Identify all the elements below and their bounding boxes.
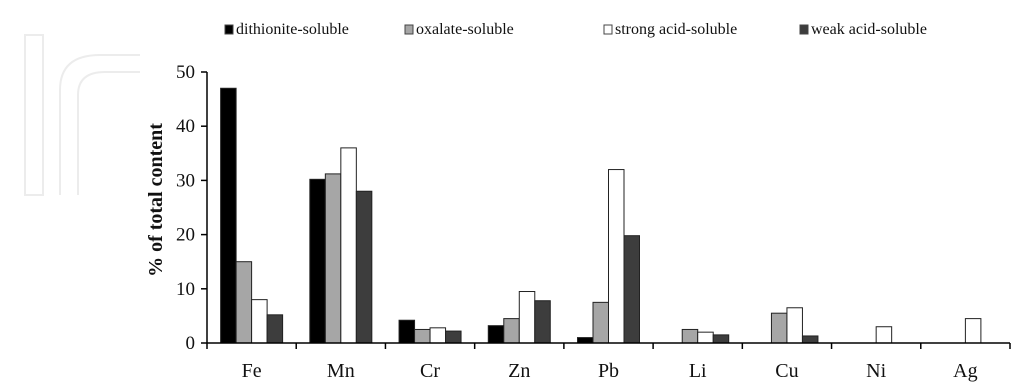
- x-tick-label: Ni: [866, 360, 886, 382]
- y-tick-label: 30: [176, 170, 195, 191]
- legend-swatch: [799, 24, 809, 35]
- bar: [623, 235, 640, 344]
- legend-label: oxalate-soluble: [416, 21, 514, 38]
- bar: [770, 312, 788, 344]
- bar: [786, 307, 803, 344]
- watermark-logo: [24, 34, 140, 196]
- bar: [534, 300, 551, 344]
- legend-label: weak acid-soluble: [811, 21, 927, 38]
- bar: [340, 147, 357, 344]
- x-tick-label: Cr: [420, 360, 440, 382]
- legend: dithionite-soluble oxalate-soluble strong …: [224, 21, 927, 38]
- y-tick-label: 40: [176, 116, 195, 137]
- bar: [875, 326, 893, 344]
- y-axis-label: % of total content: [145, 123, 167, 277]
- bar: [964, 318, 982, 344]
- y-tick-label: 50: [176, 62, 195, 83]
- y-tick-label: 0: [186, 333, 196, 354]
- bar: [355, 190, 373, 344]
- bar: [487, 325, 505, 344]
- x-tick-label: Cu: [775, 360, 798, 382]
- y-axis: 0 10 20 30 40 50: [176, 62, 208, 354]
- bar: [414, 328, 431, 344]
- bar: [518, 291, 536, 344]
- bar: [220, 87, 237, 344]
- bar: [235, 261, 253, 344]
- x-tick-label: Mn: [327, 360, 355, 382]
- bar: [309, 178, 326, 344]
- bar: [251, 299, 268, 344]
- legend-swatch: [404, 24, 414, 35]
- bar: [429, 327, 447, 344]
- bar: [445, 330, 462, 344]
- y-tick-label: 20: [176, 225, 195, 246]
- bar: [681, 328, 699, 344]
- legend-label: dithionite-soluble: [236, 21, 349, 38]
- bar: [324, 173, 342, 344]
- bar: [577, 337, 594, 344]
- bar: [801, 335, 819, 344]
- x-axis: Fe Mn Cr Zn Pb Li Cu Ni Ag: [206, 342, 1011, 382]
- legend-label: strong acid-soluble: [615, 21, 737, 38]
- legend-swatch: [603, 24, 613, 35]
- bar: [697, 331, 714, 344]
- x-tick-label: Fe: [242, 360, 262, 382]
- legend-swatch: [224, 24, 234, 35]
- bar: [503, 318, 520, 344]
- x-tick-label: Ag: [953, 360, 977, 382]
- x-tick-label: Pb: [598, 360, 619, 382]
- bars: [220, 87, 982, 344]
- bar: [266, 314, 284, 344]
- x-tick-label: Zn: [508, 360, 530, 382]
- bar: [398, 319, 416, 344]
- bar: [712, 334, 730, 344]
- bar: [592, 301, 609, 344]
- bar: [608, 169, 625, 344]
- y-tick-label: 10: [176, 279, 195, 300]
- x-tick-label: Li: [689, 360, 707, 382]
